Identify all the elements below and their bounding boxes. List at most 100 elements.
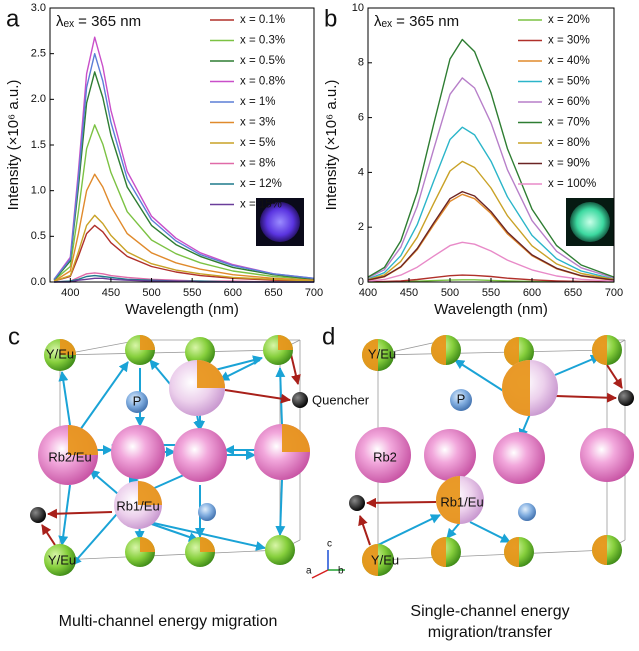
- y-tick-label: 4: [358, 166, 364, 178]
- legend-label: x = 90%: [548, 158, 590, 170]
- atom-dopant: [431, 537, 446, 567]
- axis-arrow: [311, 569, 329, 579]
- annotation: λₑₓ = 365 nm: [56, 13, 141, 30]
- legend-label: x = 8%: [240, 158, 275, 170]
- migration-arrow: [79, 361, 129, 431]
- x-tick-label: 550: [482, 287, 500, 299]
- atom: [450, 389, 472, 411]
- atom-label: P: [457, 391, 466, 406]
- panel-label: c: [8, 323, 20, 350]
- migration-arrow: [469, 521, 511, 543]
- atom-label: Rb2/Eu: [48, 449, 91, 464]
- legend-label: x = 12%: [240, 178, 282, 190]
- migration-arrow: [454, 359, 506, 393]
- series-line: [54, 272, 314, 283]
- legend-label: x = 80%: [548, 137, 590, 149]
- legend-label: x = 100%: [548, 178, 596, 190]
- atom-label: Rb1/Eu: [440, 494, 483, 509]
- panel-label: d: [322, 323, 335, 350]
- axis-label: c: [327, 539, 332, 550]
- cell-edge: [59, 349, 281, 356]
- series-line: [367, 190, 615, 281]
- y-tick-label: 1.5: [31, 139, 46, 151]
- x-tick-label: 700: [305, 287, 323, 299]
- quench-arrow: [47, 508, 113, 519]
- panel-label: b: [324, 5, 337, 32]
- quench-arrow: [358, 515, 371, 546]
- legend-label: x = 30%: [548, 35, 590, 47]
- legend-label: x = 15%: [240, 199, 282, 211]
- atom-label: P: [133, 393, 142, 408]
- atom: [424, 429, 476, 481]
- atom: [111, 425, 165, 479]
- series-line: [367, 241, 615, 282]
- atom: [518, 503, 536, 521]
- x-tick-label: 650: [564, 287, 582, 299]
- panel-label: a: [6, 5, 20, 32]
- legend-label: x = 0.5%: [240, 55, 285, 67]
- diagram-c-labels: c Y/Eu P Quencher Rb2/Eu Rb1/Eu Y/Eu c a…: [8, 323, 370, 630]
- series-line: [53, 173, 315, 282]
- caption: migration/transfer: [428, 624, 553, 641]
- atom-label: Rb1/Eu: [116, 498, 159, 513]
- migration-arrow: [377, 514, 441, 546]
- y-tick-label: 8: [358, 57, 364, 69]
- series-line: [53, 224, 315, 282]
- axis-label: b: [338, 566, 344, 577]
- atom: [185, 337, 215, 367]
- atom-label: Quencher: [312, 392, 370, 407]
- y-tick-label: 0.5: [31, 230, 46, 242]
- series-line: [367, 160, 615, 281]
- series-line: [53, 124, 315, 281]
- x-tick-label: 700: [605, 287, 623, 299]
- x-tick-label: 450: [400, 287, 418, 299]
- x-tick-label: 400: [359, 287, 377, 299]
- legend-label: x = 70%: [548, 117, 590, 129]
- atom-dopant: [197, 360, 225, 388]
- legend-label: x = 0.8%: [240, 76, 285, 88]
- migration-arrow: [58, 484, 71, 546]
- annotation: λₑₓ = 365 nm: [374, 13, 459, 30]
- atom: [30, 507, 46, 523]
- atom-label: Y/Eu: [371, 552, 399, 567]
- atom-dopant: [502, 360, 530, 416]
- atom: [580, 428, 634, 482]
- caption: Multi-channel energy migration: [59, 613, 278, 630]
- atom: [349, 495, 365, 511]
- quench-arrow: [555, 392, 617, 403]
- atom: [292, 392, 308, 408]
- legend-label: x = 50%: [548, 76, 590, 88]
- series-line: [53, 214, 315, 282]
- legend-label: x = 0.1%: [240, 14, 285, 26]
- migration-arrow: [58, 371, 71, 426]
- x-tick-label: 450: [102, 287, 120, 299]
- quench-arrow: [224, 389, 291, 404]
- quench-arrow: [606, 364, 623, 389]
- legend-label: x = 20%: [548, 14, 590, 26]
- x-tick-label: 500: [142, 287, 160, 299]
- atom-dopant: [431, 335, 446, 365]
- x-axis-label: Wavelength (nm): [434, 301, 548, 318]
- series-line: [367, 274, 615, 283]
- y-tick-label: 0: [358, 276, 364, 288]
- atom-dopant: [278, 335, 293, 350]
- atom-dopant: [362, 339, 378, 371]
- y-tick-label: 6: [358, 112, 364, 124]
- series-line: [53, 71, 315, 281]
- atom: [126, 391, 148, 413]
- series-line: [53, 53, 315, 280]
- atom: [493, 432, 545, 484]
- series-line: [367, 38, 615, 278]
- migration-arrow: [275, 479, 286, 536]
- x-axis-label: Wavelength (nm): [125, 301, 239, 318]
- atom: [355, 427, 411, 483]
- atom-label: Y/Eu: [46, 346, 74, 361]
- x-tick-label: 550: [183, 287, 201, 299]
- legend-label: x = 5%: [240, 137, 275, 149]
- atom-dopant: [60, 339, 76, 355]
- atom-dopant: [362, 544, 378, 576]
- x-tick-label: 400: [61, 287, 79, 299]
- atom-dopant: [68, 425, 98, 455]
- atom-dopant: [504, 537, 519, 567]
